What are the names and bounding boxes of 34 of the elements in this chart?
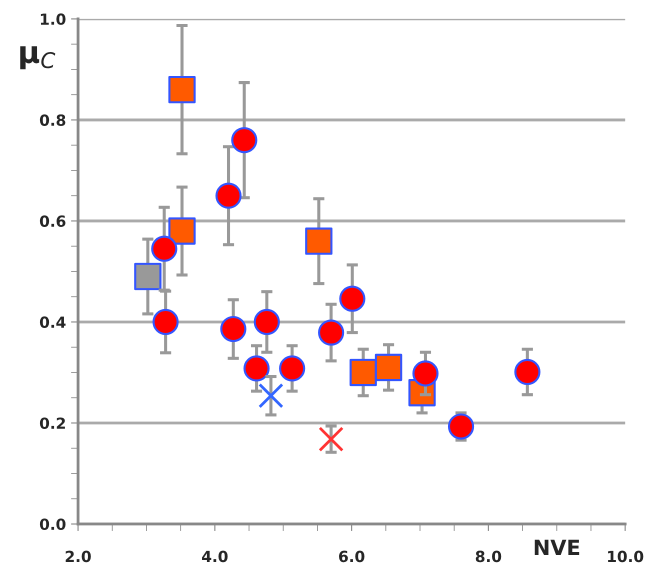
point	[243, 355, 270, 382]
y-tick-label: 1.0	[40, 13, 66, 25]
x-tick-label: 4.0	[202, 550, 228, 562]
point	[254, 308, 280, 336]
y-tick-label: 0.6	[40, 215, 66, 227]
point	[318, 320, 344, 346]
y-tick-label: 0.0	[40, 518, 66, 530]
point	[152, 308, 179, 336]
x-tick-label: 10.0	[608, 550, 644, 562]
point	[220, 316, 246, 342]
point	[215, 182, 242, 209]
point	[134, 262, 162, 290]
point	[374, 354, 402, 382]
point	[231, 127, 258, 154]
point	[339, 286, 366, 312]
y-tick-label: 0.2	[40, 417, 65, 430]
point	[168, 217, 196, 245]
x-tick-label: 6.0	[339, 550, 364, 562]
y-axis-title: μ$_{C}$	[20, 46, 56, 70]
point	[350, 358, 377, 386]
point	[168, 76, 196, 104]
point	[318, 426, 344, 452]
x-tick-label: 8.0	[476, 550, 502, 562]
point	[412, 360, 439, 387]
point	[279, 355, 306, 382]
x-tick-label: 2.0	[66, 550, 91, 562]
point	[514, 358, 540, 386]
point	[448, 413, 474, 440]
y-tick-label: 0.8	[40, 114, 66, 126]
point	[258, 383, 284, 408]
y-tick-label: 0.4	[40, 316, 66, 328]
x-axis-title: NVE	[534, 540, 580, 555]
point	[151, 236, 178, 262]
point	[305, 227, 332, 255]
